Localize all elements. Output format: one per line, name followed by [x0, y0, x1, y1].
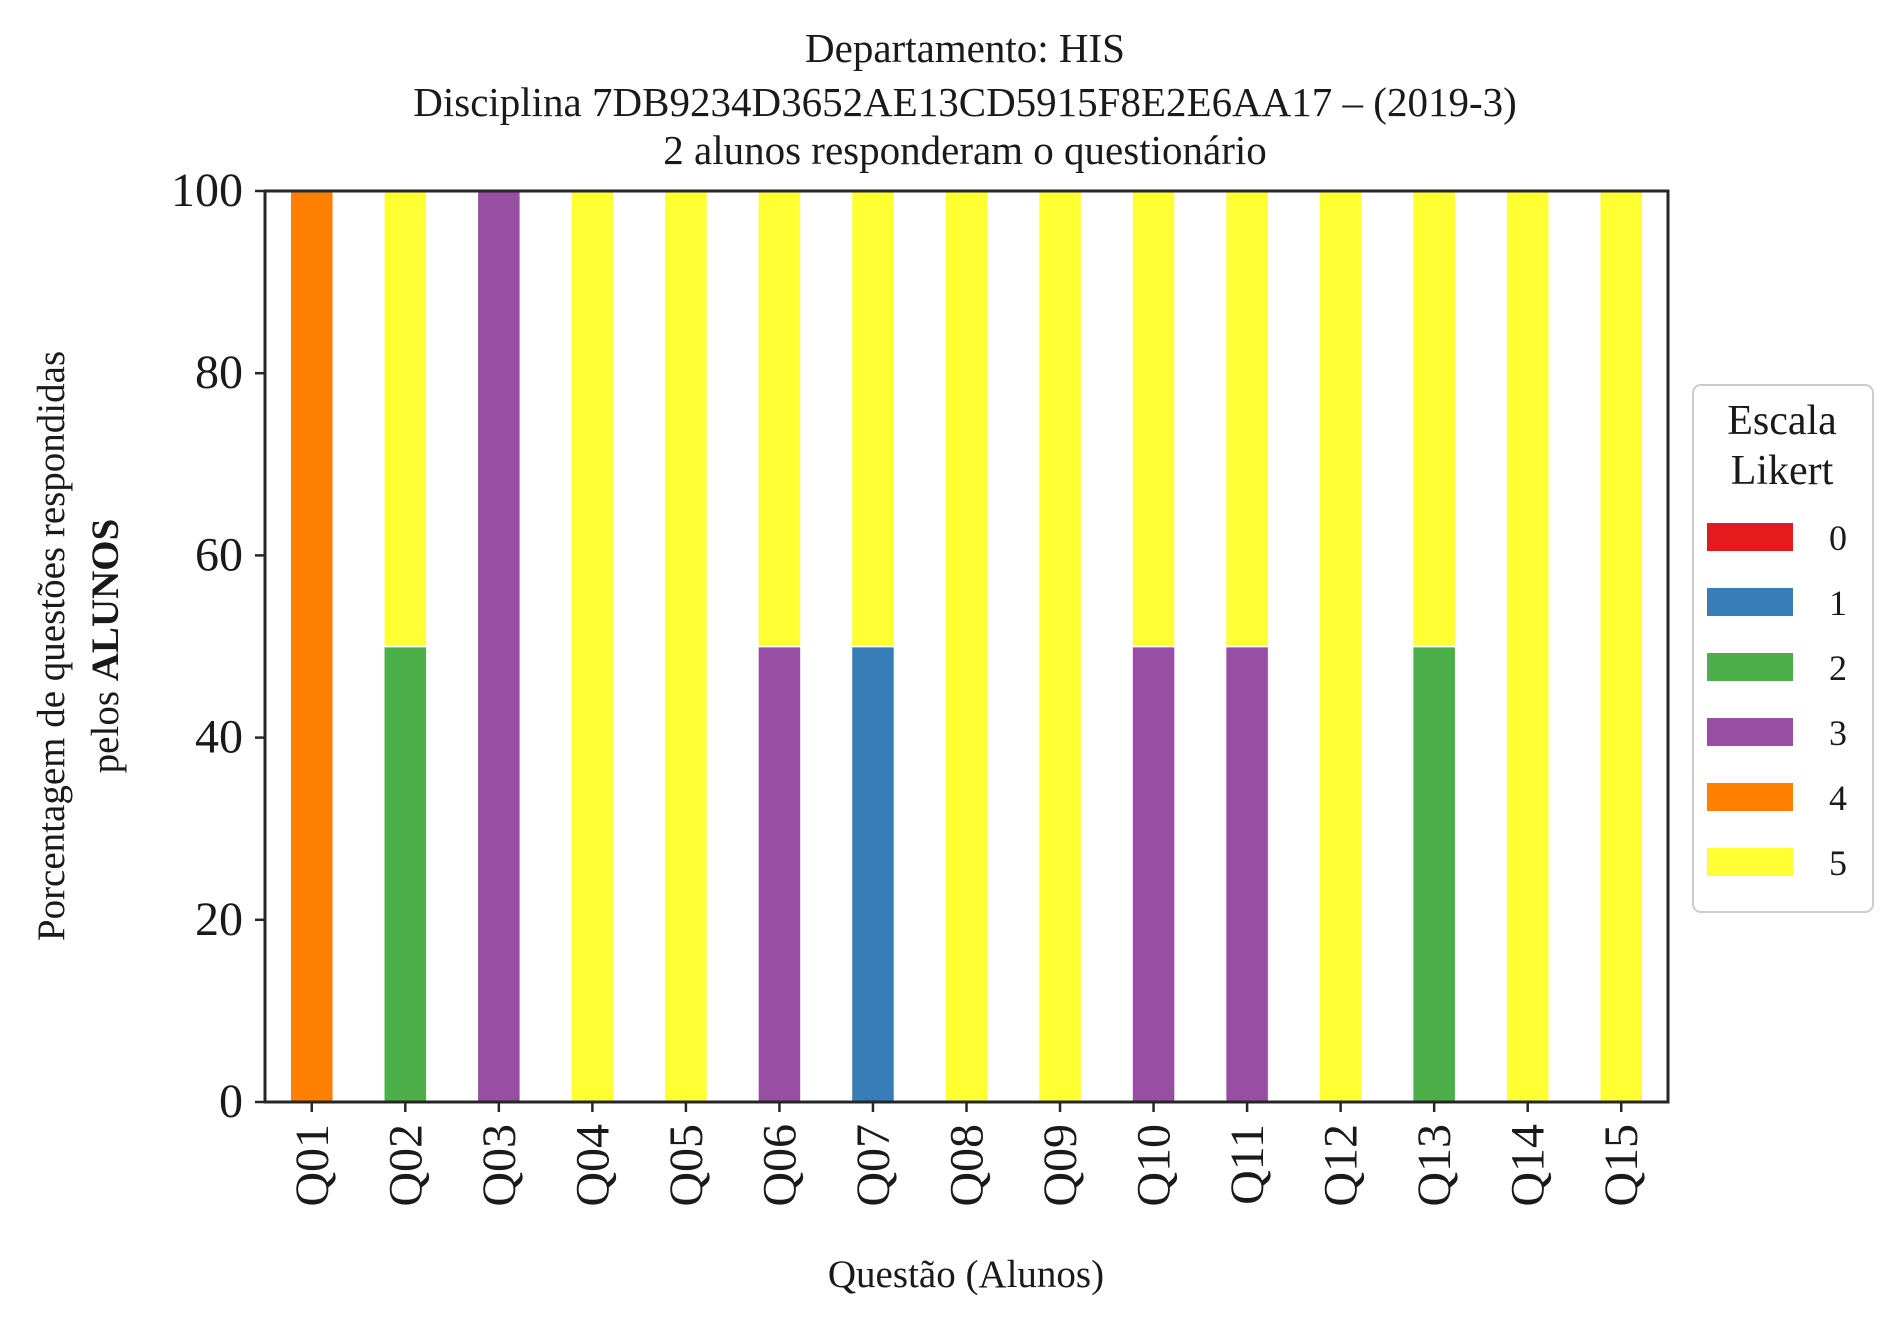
y-axis-label-bold: ALUNOS — [84, 519, 127, 682]
y-tick-label: 0 — [219, 1075, 243, 1128]
x-axis: Q01 Q02 Q03 Q04 Q05 Q06 Q07 Q08 Q09 Q10 Q11 Q12 Q13 Q… — [286, 1102, 1648, 1207]
x-tick-label: Q03 — [473, 1124, 526, 1207]
y-axis-label-line-1: Porcentagem de questões respondidas — [30, 351, 73, 941]
legend-swatch — [1707, 653, 1793, 681]
x-tick-label: Q13 — [1408, 1124, 1461, 1207]
bar-Q07-likert-1 — [850, 645, 896, 1103]
legend-swatch — [1707, 783, 1793, 811]
x-tick-label: Q02 — [379, 1124, 432, 1207]
legend-box — [1692, 384, 1874, 913]
x-tick-label: Q07 — [847, 1124, 900, 1207]
legend: Escala Likert 0 1 2 3 4 5 — [1692, 384, 1874, 913]
bar-Q13-likert-2 — [1411, 645, 1457, 1103]
bar-Q06-likert-5 — [757, 190, 802, 648]
plot-frame — [263, 189, 1670, 1104]
x-tick-label: Q14 — [1502, 1124, 1555, 1207]
y-tick-label: 40 — [195, 711, 243, 764]
bar-Q11-likert-5 — [1224, 190, 1270, 648]
y-tick-label: 20 — [195, 893, 243, 946]
y-axis: 0 20 40 60 80 100 — [171, 164, 265, 1128]
legend-swatch — [1707, 588, 1793, 616]
legend-entries: 0 1 2 3 4 5 — [1707, 518, 1847, 883]
x-tick-label: Q10 — [1128, 1124, 1181, 1207]
bar-Q14-likert-5 — [1505, 190, 1550, 1103]
bar-Q10-likert-3 — [1131, 645, 1176, 1103]
x-tick-label: Q04 — [566, 1124, 619, 1207]
y-tick-label: 60 — [195, 528, 243, 581]
bar-Q03-likert-3 — [476, 190, 522, 1103]
bar-Q12-likert-5 — [1318, 190, 1363, 1103]
y-tick-label: 100 — [171, 164, 243, 217]
x-tick-label: Q06 — [753, 1124, 806, 1207]
bar-Q08-likert-5 — [944, 190, 989, 1103]
x-tick-label: Q01 — [286, 1124, 339, 1207]
legend-swatch — [1707, 718, 1793, 746]
bar-Q10-likert-5 — [1131, 190, 1176, 648]
chart-title-line-2: Disciplina 7DB9234D3652AE13CD5915F8E2E6A… — [413, 79, 1517, 125]
legend-label: 5 — [1829, 843, 1847, 883]
y-axis-label-line-2: pelos ALUNOS — [84, 519, 127, 774]
chart-title-line-1: Departamento: HIS — [805, 25, 1125, 71]
chart-title: Departamento: HIS Disciplina 7DB9234D365… — [413, 25, 1517, 173]
chart-title-line-3: 2 alunos responderam o questionário — [663, 127, 1266, 173]
bar-Q11-likert-3 — [1224, 645, 1270, 1103]
legend-label: 3 — [1829, 713, 1847, 753]
bar-Q06-likert-3 — [757, 645, 802, 1103]
legend-title-line-2: Likert — [1731, 448, 1834, 494]
x-tick-label: Q15 — [1595, 1124, 1648, 1207]
legend-swatch — [1707, 523, 1793, 551]
y-tick-label: 80 — [195, 346, 243, 399]
bar-Q04-likert-5 — [570, 190, 615, 1103]
x-tick-label: Q08 — [941, 1124, 994, 1207]
bar-Q05-likert-5 — [663, 190, 709, 1103]
legend-label: 4 — [1829, 778, 1847, 818]
bars-layer — [289, 190, 1644, 1103]
bar-Q15-likert-5 — [1598, 190, 1644, 1103]
x-tick-label: Q12 — [1315, 1124, 1368, 1207]
bar-Q01-likert-4 — [289, 190, 335, 1103]
y-axis-label-prefix: pelos — [84, 681, 127, 773]
x-axis-label: Questão (Alunos) — [828, 1253, 1104, 1296]
legend-swatch — [1707, 848, 1793, 876]
x-tick-label: Q05 — [660, 1124, 713, 1207]
bar-Q07-likert-5 — [850, 190, 896, 648]
legend-label: 1 — [1829, 583, 1847, 623]
legend-title-line-1: Escala — [1727, 398, 1837, 444]
bar-Q02-likert-5 — [383, 190, 428, 648]
bar-Q02-likert-2 — [383, 645, 428, 1103]
x-tick-label: Q09 — [1034, 1124, 1087, 1207]
y-axis-label: Porcentagem de questões respondidas pelo… — [30, 351, 127, 941]
legend-label: 2 — [1829, 648, 1847, 688]
x-tick-label: Q11 — [1221, 1124, 1274, 1205]
bar-Q13-likert-5 — [1411, 190, 1457, 648]
bar-Q09-likert-5 — [1037, 190, 1083, 1103]
legend-label: 0 — [1829, 518, 1847, 558]
